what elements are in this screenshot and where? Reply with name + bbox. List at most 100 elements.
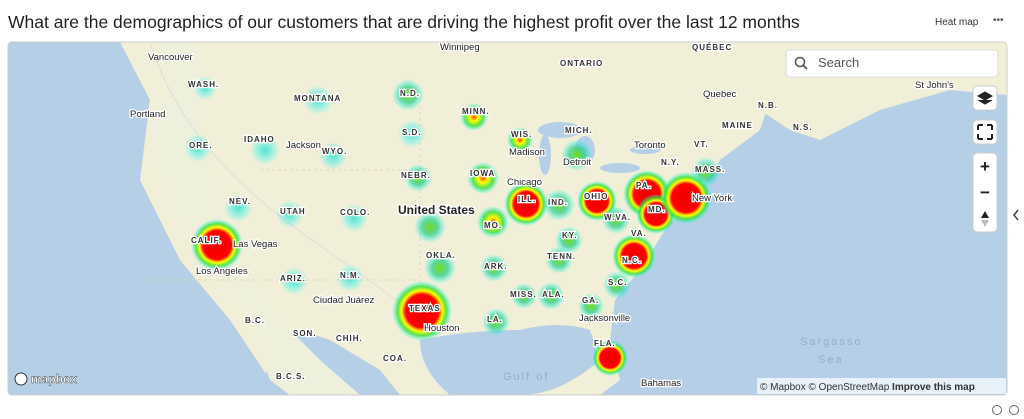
heat-spot [537, 282, 565, 310]
more-menu[interactable]: ••• [993, 15, 1004, 26]
map-label: OHIO [584, 192, 608, 201]
map-label: IND. [548, 198, 568, 207]
map-label: MASS. [695, 165, 725, 174]
map-label: KY. [562, 231, 577, 240]
heat-spot [543, 189, 575, 221]
search-placeholder[interactable]: Search [818, 55, 859, 70]
map-label: S.C. [608, 278, 628, 287]
globe-icon[interactable] [992, 405, 1002, 415]
heat-spot [477, 206, 509, 238]
heat-spot [319, 142, 347, 170]
mapbox-logo[interactable]: mapbox [31, 372, 78, 386]
map-label: Bahamas [641, 378, 681, 389]
map-label: VA. [631, 229, 647, 238]
map-label: FLA. [594, 339, 616, 348]
map-label: Sea [818, 354, 844, 366]
map-label: ALA. [542, 290, 565, 299]
zoom-in[interactable]: + [980, 157, 990, 176]
map-label: QUÉBEC [692, 43, 732, 52]
map-label: Las Vegas [233, 239, 278, 250]
heat-spot [480, 254, 508, 282]
heat-spot [504, 182, 548, 226]
heat-spot [507, 127, 533, 153]
map-label: MICH. [565, 126, 593, 135]
map-label: WASH. [188, 80, 219, 89]
attr-mapbox[interactable]: © Mapbox [760, 382, 806, 393]
map-label: PA. [636, 181, 652, 190]
heat-spot [224, 194, 252, 222]
map-label: ONTARIO [560, 59, 603, 68]
map-label: MAINE [722, 121, 753, 130]
map-label: WYO. [322, 147, 347, 156]
map-label: B.C. [245, 316, 265, 325]
heat-spot [303, 85, 333, 115]
map-label: Vancouver [148, 52, 193, 63]
map-label: SON. [293, 329, 317, 338]
heat-spot [561, 139, 593, 171]
viz-type-badge[interactable]: Heat map [935, 17, 979, 28]
map-label: Ciudad Juárez [313, 295, 375, 306]
heat-spot [545, 246, 573, 274]
help-icon[interactable] [1009, 405, 1019, 415]
map-label: New York [692, 193, 732, 204]
map-label: Quebec [703, 89, 737, 100]
map-label: N.C. [622, 256, 642, 265]
attr-osm[interactable]: © OpenStreetMap [809, 382, 890, 393]
title: What are the demographics of our custome… [8, 12, 800, 32]
heat-spot [398, 120, 426, 148]
heat-spot [250, 135, 280, 165]
map-label: MD. [648, 205, 666, 214]
compass[interactable] [981, 211, 989, 218]
map-label: St John's [915, 80, 954, 91]
map-label: TENN. [547, 252, 576, 261]
map-label: UTAH [280, 207, 306, 216]
map-label: Chicago [507, 177, 542, 188]
map-label: Jackson [286, 140, 321, 151]
map-label: CHIH. [336, 334, 363, 343]
zoom-controls [972, 152, 998, 233]
map-label: ORE. [189, 141, 213, 150]
heat-spot [184, 134, 212, 162]
search-box[interactable] [785, 49, 999, 78]
map-label: IOWA [470, 169, 495, 178]
heat-spot [467, 162, 499, 194]
map-label: Houston [424, 323, 459, 334]
map-label: S.D. [402, 128, 422, 137]
heat-spot [340, 204, 368, 232]
map-label: Jacksonville [579, 313, 630, 324]
collapse-chevron[interactable] [1013, 209, 1019, 221]
mapbox-logo-icon [14, 372, 28, 386]
map-label: ILL. [518, 195, 536, 204]
heat-spot [578, 293, 604, 319]
search-icon [794, 56, 806, 68]
heat-spot [460, 103, 488, 131]
map-label: COLO. [340, 208, 370, 217]
heat-spot [424, 252, 456, 284]
heat-layer [184, 76, 721, 376]
heat-spot [404, 164, 432, 192]
map-label: N.S. [793, 123, 813, 132]
map-label: NEV. [229, 197, 251, 206]
heat-spot [336, 264, 364, 292]
zoom-out[interactable]: − [980, 183, 990, 202]
attr-improve[interactable]: Improve this map [892, 382, 975, 393]
map-label: WIS. [511, 130, 532, 139]
map-label: ARIZ. [280, 274, 306, 283]
heat-spot [392, 281, 452, 341]
heat-spot [592, 340, 628, 376]
map-label: W.VA. [604, 213, 631, 222]
heat-spot [482, 308, 510, 336]
map-label: COA. [383, 354, 407, 363]
map-label: MINN. [462, 107, 490, 116]
map-label: United States [398, 203, 475, 217]
map-label: ARK. [484, 262, 508, 271]
heat-spot [602, 206, 630, 234]
heat-spot [193, 76, 217, 100]
map-label: CALIF. [191, 236, 222, 245]
heat-spot [276, 200, 304, 228]
map-label: TEXAS [409, 304, 441, 313]
fullscreen-button[interactable] [972, 119, 998, 145]
map-label: B.C.S. [276, 372, 306, 381]
